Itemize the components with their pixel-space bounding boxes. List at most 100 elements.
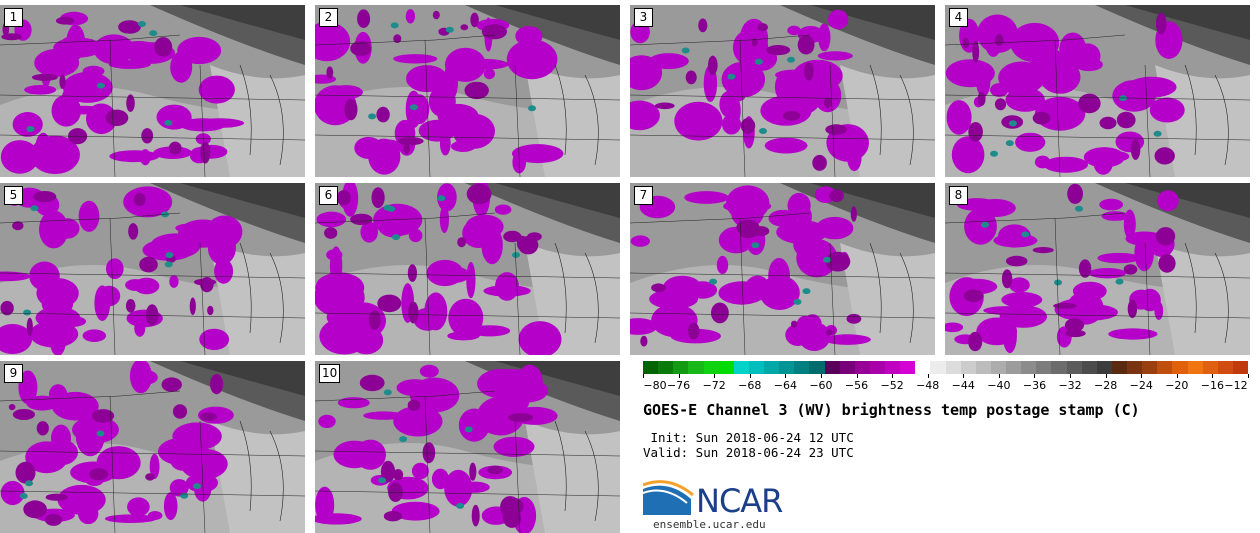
colorbar-segment [1127,361,1143,374]
colorbar-tick-label: −68 [738,379,762,392]
colorbar-tick-label: −52 [880,379,904,392]
colorbar [643,361,1248,374]
colorbar-tick [749,374,751,378]
colorbar-segment [885,361,901,374]
panel-9: 9 [0,361,305,533]
colorbar-segment [1036,361,1052,374]
colorbar-segment [643,361,659,374]
colorbar-segment [1021,361,1037,374]
colorbar-segment [900,361,916,374]
colorbar-tick [1248,374,1249,378]
colorbar-tick [998,374,1000,378]
panel-label: 7 [634,186,653,205]
colorbar-tick [927,374,929,378]
colorbar-segment [1142,361,1158,374]
colorbar-tick [1212,374,1214,378]
colorbar-tick [678,374,680,378]
site-url: ensemble.ucar.edu [653,518,766,531]
init-time: Init: Sun 2018-06-24 12 UTC [643,430,854,445]
colorbar-segment [809,361,825,374]
panel-label: 10 [319,364,341,383]
colorbar-segment [1066,361,1082,374]
colorbar-tick-label: −44 [951,379,975,392]
colorbar-tick [1176,374,1178,378]
colorbar-tick [1034,374,1036,378]
colorbar-tick [1141,374,1143,378]
figure-title: GOES-E Channel 3 (WV) brightness temp po… [643,401,1140,419]
colorbar-segment [748,361,764,374]
colorbar-segment [975,361,991,374]
panel-label: 6 [319,186,338,205]
colorbar-tick [963,374,965,378]
panel-label: 4 [949,8,968,27]
colorbar-segment [915,361,931,374]
colorbar-segment [839,361,855,374]
colorbar-segment [718,361,734,374]
colorbar-tick-label: −64 [773,379,797,392]
panel-5: 5 [0,183,305,355]
colorbar-tick [714,374,716,378]
colorbar-tick-label: −48 [916,379,940,392]
colorbar-tick [892,374,894,378]
panel-label: 3 [634,8,653,27]
colorbar-segment [945,361,961,374]
panel-1: 1 [0,5,305,177]
colorbar-tick-label: −76 [666,379,691,392]
colorbar-tick-label: −32 [1058,379,1082,392]
panel-8: 8 [945,183,1250,355]
colorbar-segment [1006,361,1022,374]
valid-time: Valid: Sun 2018-06-24 23 UTC [643,445,854,460]
colorbar-segment [794,361,810,374]
colorbar-segment [764,361,780,374]
colorbar-segment [869,361,885,374]
colorbar-segment [733,361,749,374]
panel-label: 2 [319,8,338,27]
panel-label: 8 [949,186,968,205]
colorbar-segment [854,361,870,374]
colorbar-tick [1105,374,1107,378]
colorbar-segment [1202,361,1218,374]
colorbar-segment [1172,361,1188,374]
panel-6: 6 [315,183,620,355]
colorbar-segment [1217,361,1233,374]
panel-7: 7 [630,183,935,355]
colorbar-tick-label: −12 [1224,379,1248,392]
ncar-logo-icon [643,480,694,515]
colorbar-segment [688,361,704,374]
colorbar-tick [785,374,787,378]
colorbar-segment [703,361,719,374]
colorbar-segment [1051,361,1067,374]
panel-4: 4 [945,5,1250,177]
colorbar-segment [1111,361,1127,374]
colorbar-segment [1232,361,1248,374]
logo-text: NCAR [696,482,783,520]
colorbar-segment [1187,361,1203,374]
colorbar-tick [856,374,858,378]
colorbar-segment [1157,361,1173,374]
panel-label: 5 [4,186,23,205]
colorbar-segment [1096,361,1112,374]
colorbar-tick [1070,374,1072,378]
panel-10: 10 [315,361,620,533]
panel-label: 9 [4,364,23,383]
colorbar-tick [643,374,644,378]
panel-2: 2 [315,5,620,177]
colorbar-segment [673,361,689,374]
panel-3: 3 [630,5,935,177]
colorbar-segment [824,361,840,374]
colorbar-segment [930,361,946,374]
colorbar-tick-label: −40 [987,379,1011,392]
colorbar-tick-label: −16 [1200,379,1225,392]
colorbar-segment [658,361,674,374]
colorbar-tick [820,374,822,378]
colorbar-segment [779,361,795,374]
colorbar-tick-label: −28 [1094,379,1118,392]
colorbar-tick-label: −20 [1165,379,1189,392]
colorbar-segment [990,361,1006,374]
colorbar-tick-label: −60 [809,379,833,392]
colorbar-tick-label: −56 [844,379,869,392]
colorbar-tick-label: −80 [643,379,667,392]
colorbar-tick-label: −24 [1129,379,1153,392]
panel-label: 1 [4,8,23,27]
colorbar-tick-label: −36 [1022,379,1047,392]
